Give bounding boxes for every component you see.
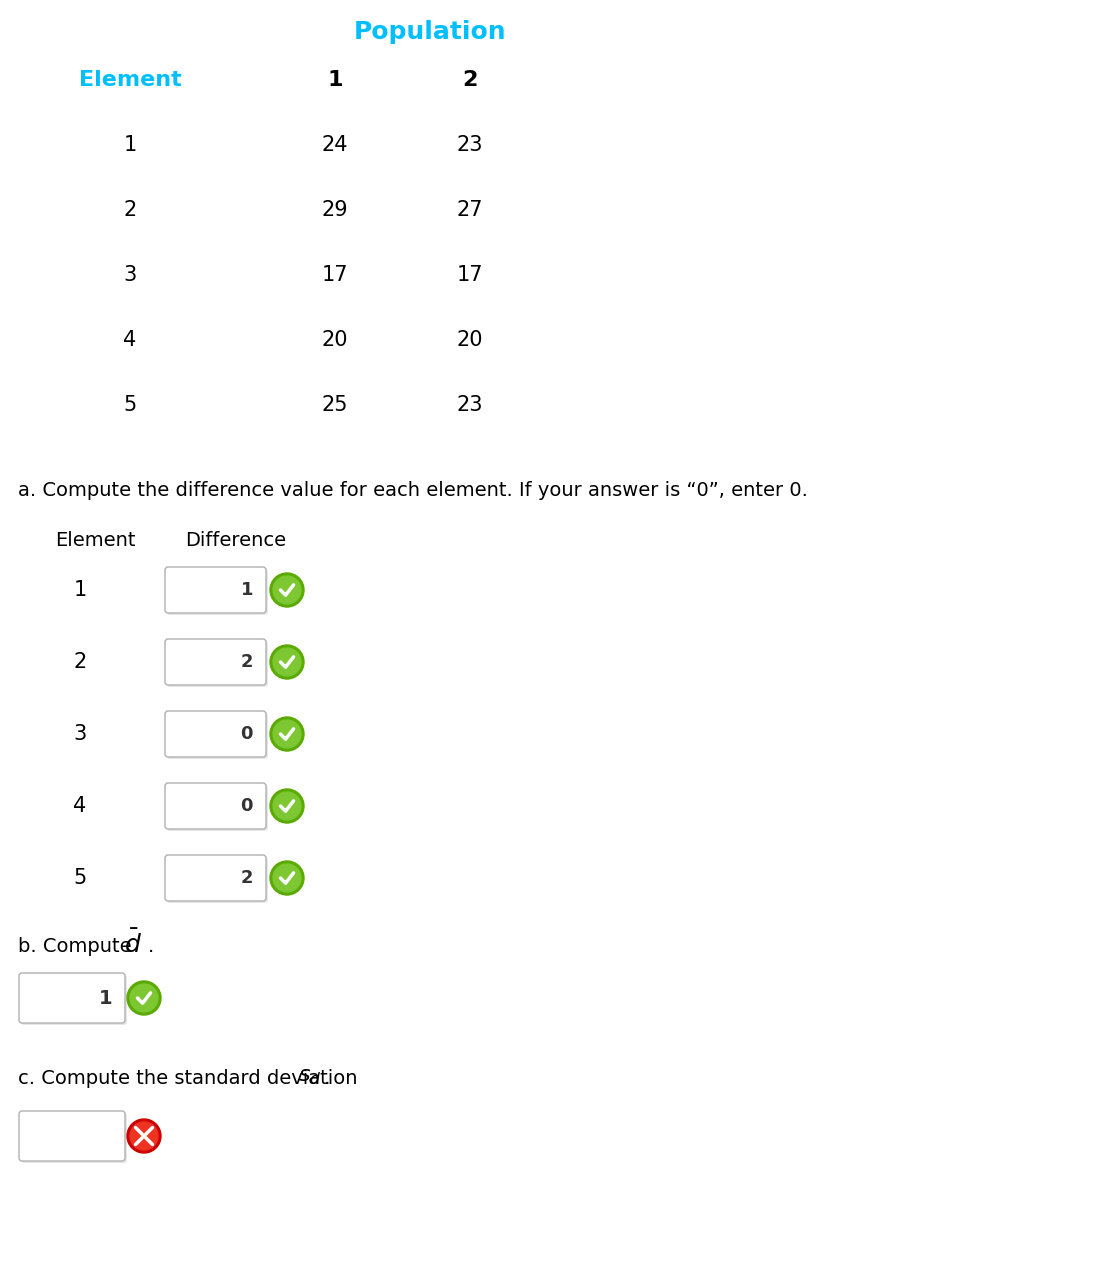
Text: 5: 5 (73, 868, 87, 889)
Text: a. Compute the difference value for each element. If your answer is “0”, enter 0: a. Compute the difference value for each… (18, 480, 808, 499)
Circle shape (270, 861, 304, 895)
Text: 25: 25 (322, 394, 349, 415)
Text: 4: 4 (73, 796, 87, 817)
FancyBboxPatch shape (165, 710, 266, 757)
FancyBboxPatch shape (165, 568, 266, 613)
Text: 5: 5 (123, 394, 137, 415)
Text: Element: Element (79, 70, 181, 90)
FancyBboxPatch shape (165, 854, 266, 901)
Text: .: . (148, 937, 154, 956)
Text: 24: 24 (322, 135, 349, 155)
Text: 3: 3 (73, 724, 87, 744)
FancyBboxPatch shape (166, 641, 268, 688)
Text: 17: 17 (322, 265, 349, 284)
Text: 0: 0 (241, 726, 253, 743)
Text: 2: 2 (462, 70, 477, 90)
Circle shape (127, 981, 161, 1015)
Text: 4: 4 (123, 330, 137, 350)
Text: 23: 23 (456, 135, 483, 155)
FancyBboxPatch shape (21, 975, 127, 1025)
FancyBboxPatch shape (21, 1114, 127, 1163)
FancyBboxPatch shape (166, 713, 268, 758)
Text: c. Compute the standard deviation: c. Compute the standard deviation (18, 1068, 364, 1087)
Text: 17: 17 (456, 265, 483, 284)
Text: 23: 23 (456, 394, 483, 415)
Circle shape (273, 793, 301, 820)
Text: $s_d$: $s_d$ (297, 1067, 322, 1087)
FancyBboxPatch shape (166, 785, 268, 830)
Circle shape (270, 789, 304, 823)
Text: $\bar{d}$: $\bar{d}$ (124, 930, 142, 958)
Text: 27: 27 (456, 200, 483, 220)
Text: .: . (317, 1068, 331, 1087)
Text: 2: 2 (241, 653, 253, 671)
Circle shape (127, 1119, 161, 1153)
Text: 1: 1 (241, 581, 253, 599)
FancyBboxPatch shape (166, 857, 268, 902)
Text: 20: 20 (456, 330, 483, 350)
Text: 3: 3 (123, 265, 137, 284)
Circle shape (270, 573, 304, 607)
FancyBboxPatch shape (165, 640, 266, 685)
Circle shape (130, 985, 158, 1012)
FancyBboxPatch shape (19, 973, 125, 1023)
Circle shape (273, 720, 301, 748)
Text: 1: 1 (327, 70, 343, 90)
Text: 1: 1 (99, 988, 112, 1007)
FancyBboxPatch shape (19, 1111, 125, 1162)
Text: 1: 1 (73, 580, 87, 600)
Text: b. Compute: b. Compute (18, 937, 138, 956)
Circle shape (270, 645, 304, 679)
Text: 2: 2 (241, 870, 253, 887)
Text: 0: 0 (241, 798, 253, 815)
FancyBboxPatch shape (166, 569, 268, 616)
Text: Element: Element (56, 531, 135, 550)
Circle shape (270, 717, 304, 751)
Text: Population: Population (354, 20, 506, 44)
FancyBboxPatch shape (165, 782, 266, 829)
Text: 20: 20 (322, 330, 349, 350)
Text: 2: 2 (123, 200, 137, 220)
Circle shape (130, 1122, 158, 1150)
Circle shape (273, 648, 301, 676)
Text: 1: 1 (123, 135, 137, 155)
Circle shape (273, 576, 301, 604)
Text: Difference: Difference (185, 531, 286, 550)
Text: 29: 29 (322, 200, 349, 220)
Circle shape (273, 865, 301, 892)
Text: 2: 2 (73, 652, 87, 672)
